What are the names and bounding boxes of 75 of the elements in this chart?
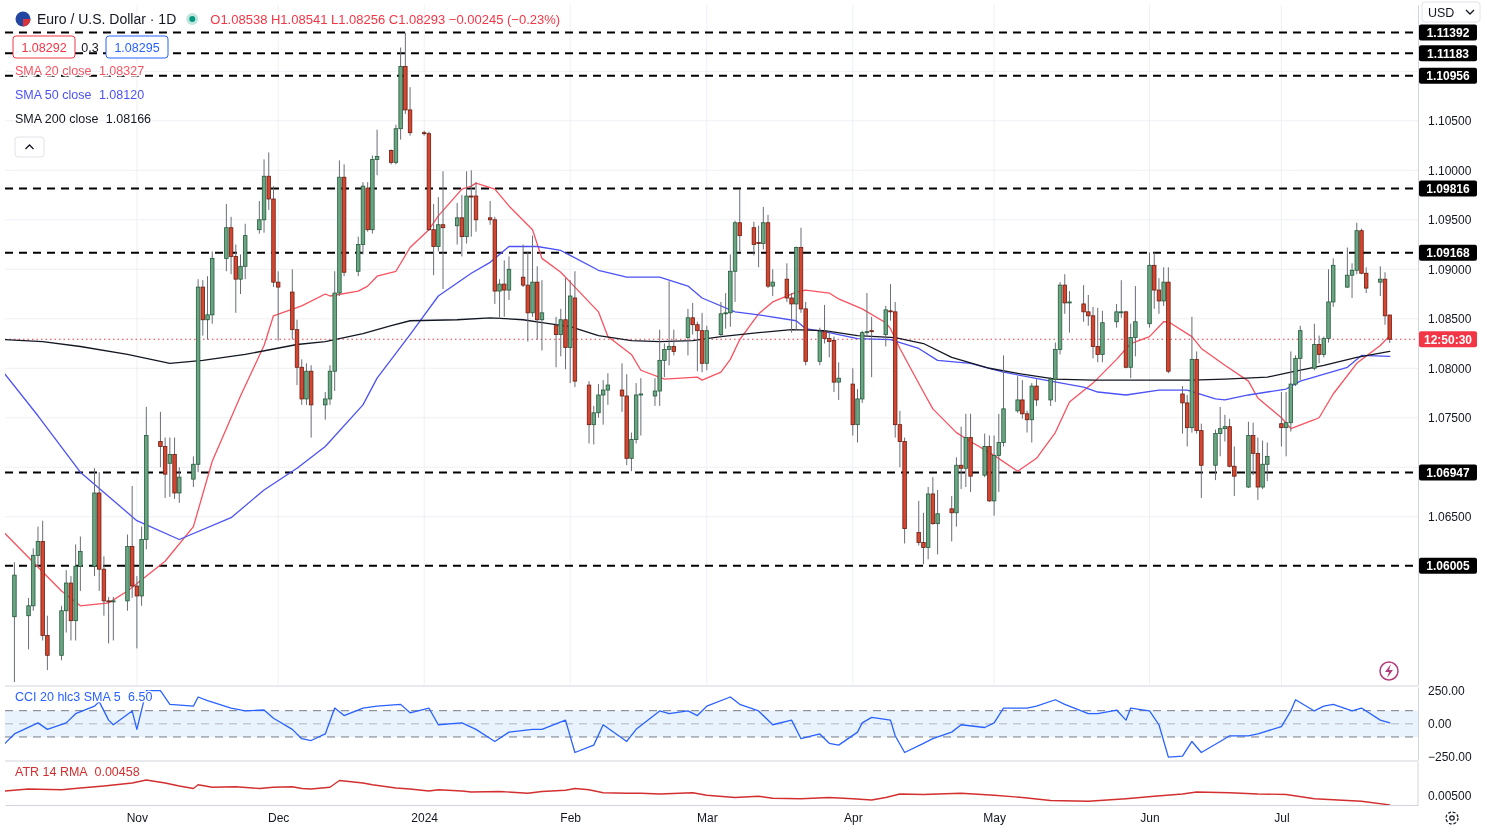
y-tick-label: −250.00 <box>1428 750 1473 765</box>
x-tick-label: Jul <box>1274 810 1290 825</box>
candlestick <box>497 278 502 320</box>
annotation: 1.08292 <box>21 40 67 55</box>
candlestick <box>1279 391 1284 447</box>
series-label: ATR 14 RMA 0.00458 <box>15 765 140 779</box>
ref-line-label: 1.09816 <box>1426 182 1471 197</box>
y-tick-label: 1.08000 <box>1428 361 1472 376</box>
y-tick-label: 1.08500 <box>1428 312 1472 327</box>
candlestick <box>666 280 672 366</box>
candlestick <box>1095 307 1100 363</box>
text: SMA 200 close 1.08166 <box>15 112 152 126</box>
candlestick <box>1378 265 1383 297</box>
candlestick <box>1316 335 1322 364</box>
candlestick <box>718 301 724 339</box>
x-tick-label: Mar <box>696 810 718 825</box>
candlestick <box>949 495 954 542</box>
text: 0.00500 <box>1428 789 1472 803</box>
chart-title: Euro / U.S. Dollar · 1D <box>37 11 177 27</box>
candlestick <box>958 426 964 490</box>
candlestick <box>1067 290 1072 334</box>
candlestick <box>1015 375 1020 414</box>
text: 12:50:30 <box>1423 332 1473 347</box>
candlestick <box>473 181 479 233</box>
y-tick-label: 1.07500 <box>1428 411 1472 426</box>
text: O1.08538 H1.08541 L1.08256 C1.08293 −0.00245 (−0.23%) <box>210 12 561 27</box>
candlestick <box>751 221 757 256</box>
text: SMA 50 close 1.08120 <box>15 88 145 102</box>
candlestick <box>502 259 507 318</box>
y-tick-label: 0.00 <box>1428 717 1452 732</box>
candlestick <box>459 194 465 257</box>
x-tick-label: Apr <box>843 810 863 825</box>
candlestick <box>1034 378 1039 407</box>
line-series <box>5 245 1391 541</box>
x-tick-label: Feb <box>560 810 582 825</box>
candlestick <box>1312 323 1317 371</box>
candlestick <box>506 255 512 301</box>
candlestick <box>111 596 116 641</box>
candlestick <box>454 202 460 246</box>
candlestick <box>784 262 790 303</box>
ref-line-label: 1.06947 <box>1426 465 1471 480</box>
candlestick <box>836 361 841 401</box>
ref-line-label: 1.10956 <box>1426 69 1471 84</box>
line-series <box>5 689 1391 758</box>
candlestick <box>685 308 691 356</box>
x-tick-label: Jun <box>1140 810 1160 825</box>
text: SMA 20 close 1.08327 <box>15 64 145 78</box>
ref-line-label: 1.06005 <box>1426 559 1471 574</box>
candlestick <box>553 316 559 368</box>
x-tick-label: 2024 <box>411 810 439 825</box>
text: USD <box>1428 5 1455 20</box>
candlestick <box>440 170 446 290</box>
x-tick-label: Nov <box>126 810 149 825</box>
x-tick-label: Dec <box>268 810 290 825</box>
candlestick <box>177 466 182 504</box>
y-tick-label: 1.10000 <box>1428 163 1472 178</box>
y-tick-label: 1.09000 <box>1428 262 1472 277</box>
annotation: 1.08295 <box>114 40 160 55</box>
ref-line-label: 1.11392 <box>1426 26 1470 41</box>
candlestick <box>935 489 940 555</box>
y-tick-label: 250.00 <box>1428 684 1466 699</box>
y-tick-label: 1.06500 <box>1428 510 1472 525</box>
candlestick <box>761 206 766 250</box>
candlestick <box>737 188 742 252</box>
candlestick <box>469 169 474 238</box>
ref-line-label: 1.09168 <box>1426 246 1471 261</box>
candlestick <box>1062 273 1067 315</box>
ref-line-label: 1.11183 <box>1426 46 1470 61</box>
candlestick <box>167 437 173 498</box>
y-tick-label: 1.09500 <box>1428 213 1472 228</box>
candlestick <box>539 279 545 351</box>
x-tick-label: May <box>983 810 1006 825</box>
annotation: 0.3 <box>81 40 99 55</box>
candlestick <box>770 268 775 297</box>
y-tick-label: 1.10500 <box>1428 114 1472 129</box>
